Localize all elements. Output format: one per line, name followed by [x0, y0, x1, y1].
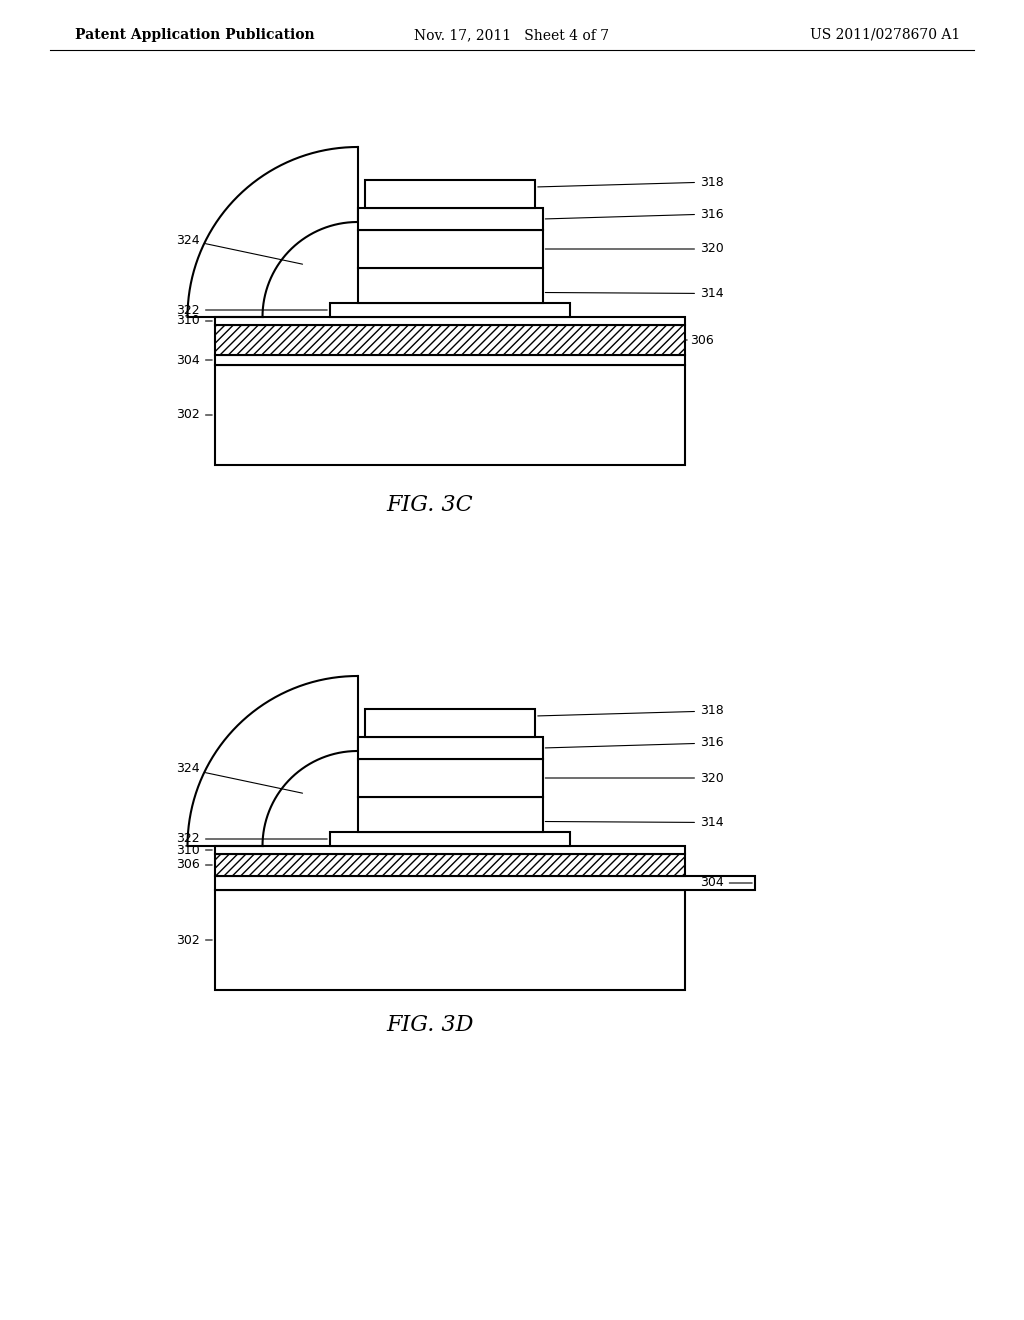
- Bar: [215, 355, 685, 366]
- Text: 310: 310: [176, 314, 212, 327]
- Bar: [215, 890, 685, 990]
- Bar: [357, 797, 543, 832]
- Text: 314: 314: [545, 816, 724, 829]
- Text: 306: 306: [685, 334, 714, 346]
- Polygon shape: [187, 676, 357, 846]
- Text: Nov. 17, 2011   Sheet 4 of 7: Nov. 17, 2011 Sheet 4 of 7: [415, 28, 609, 42]
- Text: 304: 304: [700, 876, 753, 890]
- Text: 320: 320: [545, 243, 724, 256]
- Bar: [215, 876, 755, 890]
- Bar: [357, 268, 543, 304]
- Text: 318: 318: [538, 176, 724, 189]
- Text: 318: 318: [538, 705, 724, 718]
- Text: 306: 306: [176, 858, 212, 871]
- Bar: [357, 759, 543, 797]
- Text: 302: 302: [176, 408, 212, 421]
- Text: 316: 316: [545, 207, 724, 220]
- Text: FIG. 3D: FIG. 3D: [386, 1014, 474, 1036]
- Bar: [215, 325, 685, 355]
- Text: Patent Application Publication: Patent Application Publication: [75, 28, 314, 42]
- Text: 310: 310: [176, 843, 212, 857]
- Bar: [357, 230, 543, 268]
- Text: 322: 322: [176, 833, 328, 846]
- Text: 302: 302: [176, 933, 212, 946]
- Text: 324: 324: [176, 763, 302, 793]
- Bar: [215, 854, 685, 876]
- Bar: [357, 737, 543, 759]
- Bar: [330, 832, 570, 846]
- Bar: [357, 209, 543, 230]
- Bar: [365, 180, 535, 209]
- Bar: [330, 304, 570, 317]
- Bar: [215, 366, 685, 465]
- Text: 316: 316: [545, 737, 724, 750]
- Bar: [365, 709, 535, 737]
- Text: 322: 322: [176, 304, 328, 317]
- Bar: [215, 317, 685, 325]
- Text: 304: 304: [176, 354, 212, 367]
- Text: 324: 324: [176, 234, 302, 264]
- Text: 314: 314: [545, 286, 724, 300]
- Text: 320: 320: [545, 771, 724, 784]
- Bar: [215, 846, 685, 854]
- Polygon shape: [187, 147, 357, 317]
- Text: FIG. 3C: FIG. 3C: [387, 494, 473, 516]
- Text: US 2011/0278670 A1: US 2011/0278670 A1: [810, 28, 961, 42]
